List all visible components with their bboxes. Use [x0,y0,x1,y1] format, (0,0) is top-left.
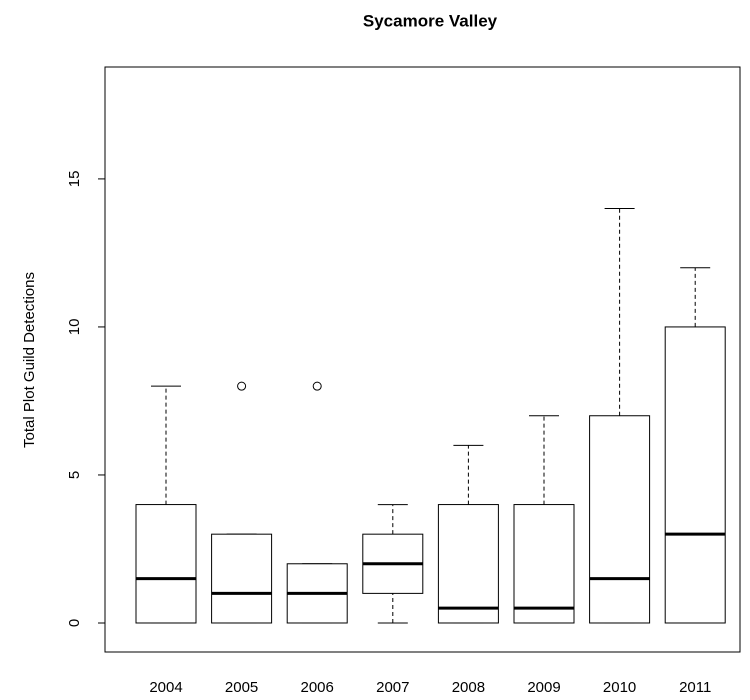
y-axis-label: Total Plot Guild Detections [21,272,38,448]
outlier [312,381,322,391]
y-tick-label: 15 [66,171,83,188]
x-tick-label: 2009 [527,679,560,696]
x-tick-label: 2011 [679,679,711,696]
x-tick-label: 2010 [603,679,636,696]
box [513,504,575,624]
x-tick-label: 2007 [376,679,409,696]
x-tick-label: 2006 [301,679,334,696]
box [589,415,651,624]
x-tick-label: 2004 [149,679,182,696]
box [437,504,499,624]
x-tick-label: 2005 [225,679,258,696]
chart-title: Sycamore Valley [363,11,498,30]
box [664,326,726,624]
y-tick-label: 0 [66,619,83,627]
y-tick-label: 10 [66,319,83,336]
box [211,533,273,624]
x-tick-label: 2008 [452,679,485,696]
plot-frame [104,66,741,653]
outlier [237,381,247,391]
y-tick-label: 5 [66,471,83,479]
box [135,504,197,624]
